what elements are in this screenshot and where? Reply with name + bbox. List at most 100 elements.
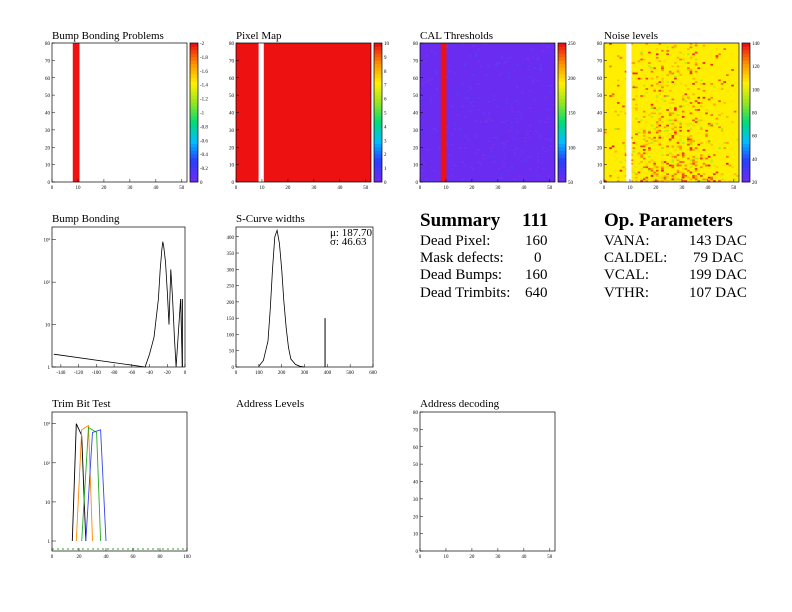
noise-cell <box>666 91 669 94</box>
noise-cell <box>679 147 682 149</box>
cal-cell <box>542 161 545 163</box>
noise-cell <box>679 69 682 71</box>
noise-cell <box>681 180 685 182</box>
cal_thresholds-scale-cell <box>558 81 566 85</box>
op-param-value: 79 DAC <box>693 250 744 266</box>
x-tick-label: 0 <box>603 186 606 191</box>
noise-cell <box>681 105 685 108</box>
noise-cell <box>666 81 669 83</box>
noise-cell <box>676 142 680 144</box>
noise-cell <box>635 180 638 182</box>
noise-cell <box>658 43 662 45</box>
noise-cell <box>663 180 667 182</box>
scurve-series <box>258 228 305 368</box>
noise_levels-scale-cell <box>742 105 750 110</box>
noise-cell <box>702 96 706 99</box>
y-tick-label: 20 <box>45 146 51 151</box>
noise-cell <box>645 140 649 143</box>
noise-cell <box>642 131 646 134</box>
noise-cell <box>715 171 719 174</box>
noise-cell <box>650 142 654 144</box>
noise-cell <box>645 43 649 45</box>
y-tick-label: 80 <box>413 411 419 416</box>
noise-cell <box>697 173 701 176</box>
noise_levels-scale-cell <box>742 150 750 155</box>
noise-cell <box>666 124 669 127</box>
noise-cell <box>648 95 651 97</box>
noise-cell <box>655 131 659 134</box>
noise-cell <box>674 129 677 132</box>
noise-cell <box>710 82 714 85</box>
noise-cell <box>679 121 682 123</box>
pixel_map-scale-cell <box>374 88 382 92</box>
noise-cell <box>635 103 638 106</box>
noise-cell <box>687 88 690 90</box>
bump_problems-scale-cell <box>190 77 198 82</box>
cal-cell <box>458 128 462 130</box>
noise-cell <box>674 148 677 151</box>
cal-cell <box>464 147 467 149</box>
noise-cell <box>674 62 677 64</box>
cal-cell <box>430 82 433 85</box>
noise-cell <box>694 44 698 47</box>
noise-cell <box>640 95 643 97</box>
cal-cell <box>552 103 555 106</box>
noise-cell <box>671 82 675 85</box>
pixel_map-scale-cell <box>374 56 382 61</box>
noise-cell <box>648 51 651 54</box>
noise-cell <box>674 164 677 167</box>
noise-cell <box>671 166 675 169</box>
noise-cell <box>663 161 667 163</box>
cal-cell <box>529 136 532 139</box>
noise-cell <box>689 143 693 146</box>
y-tick-label: 0 <box>600 181 603 186</box>
noise-cell <box>700 119 703 122</box>
x-tick-label: 30 <box>495 186 501 191</box>
noise-cell <box>681 154 685 156</box>
noise-cell <box>671 135 675 137</box>
op-param-label: CALDEL: <box>604 250 668 266</box>
noise-cell <box>635 157 638 160</box>
pixel_map-scale-label: 9 <box>384 56 387 61</box>
noise-cell <box>697 169 701 172</box>
cal-cell <box>422 82 426 85</box>
noise-cell <box>650 107 654 110</box>
noise-cell <box>687 138 690 141</box>
y-tick-label: 300 <box>227 268 235 273</box>
x-tick-label: 400 <box>324 371 332 376</box>
noise-cell <box>635 95 638 97</box>
cal-cell <box>544 121 548 123</box>
noise-cell <box>713 173 716 176</box>
noise-cell <box>609 95 612 97</box>
noise-cell <box>689 72 693 75</box>
bump_problems-scale-cell <box>190 56 198 61</box>
cal-cell <box>516 100 519 103</box>
noise_levels-scale-cell <box>742 171 750 176</box>
noise-cell <box>640 119 643 122</box>
y-tick-label: 1 <box>48 366 51 371</box>
noise-cell <box>689 102 693 104</box>
noise-cell <box>702 86 706 89</box>
noise-cell <box>671 102 675 104</box>
noise-cell <box>713 86 716 89</box>
bump_problems-scale-cell <box>190 178 198 183</box>
noise-cell <box>661 162 664 165</box>
noise-cell <box>661 77 664 80</box>
bump_problems-scale-cell <box>190 168 198 172</box>
noise-cell <box>668 44 672 47</box>
x-tick-label: 0 <box>51 186 54 191</box>
pixel_map-scale-cell <box>374 150 382 155</box>
x-tick-label: 20 <box>653 186 659 191</box>
noise-cell <box>655 121 659 123</box>
noise-cell <box>671 159 675 162</box>
op-param-value: 143 DAC <box>689 233 747 249</box>
cal-cell <box>542 49 545 52</box>
noise-cell <box>671 164 675 167</box>
bump_problems-scale-cell <box>190 43 198 47</box>
bump_problems-scale-cell <box>190 119 198 124</box>
cal_thresholds-scale-cell <box>558 102 566 106</box>
y-tick-label: 150 <box>227 317 235 322</box>
noise-cell <box>655 53 659 56</box>
noise-cell <box>707 180 711 182</box>
pixel_map-scale-cell <box>374 175 382 179</box>
